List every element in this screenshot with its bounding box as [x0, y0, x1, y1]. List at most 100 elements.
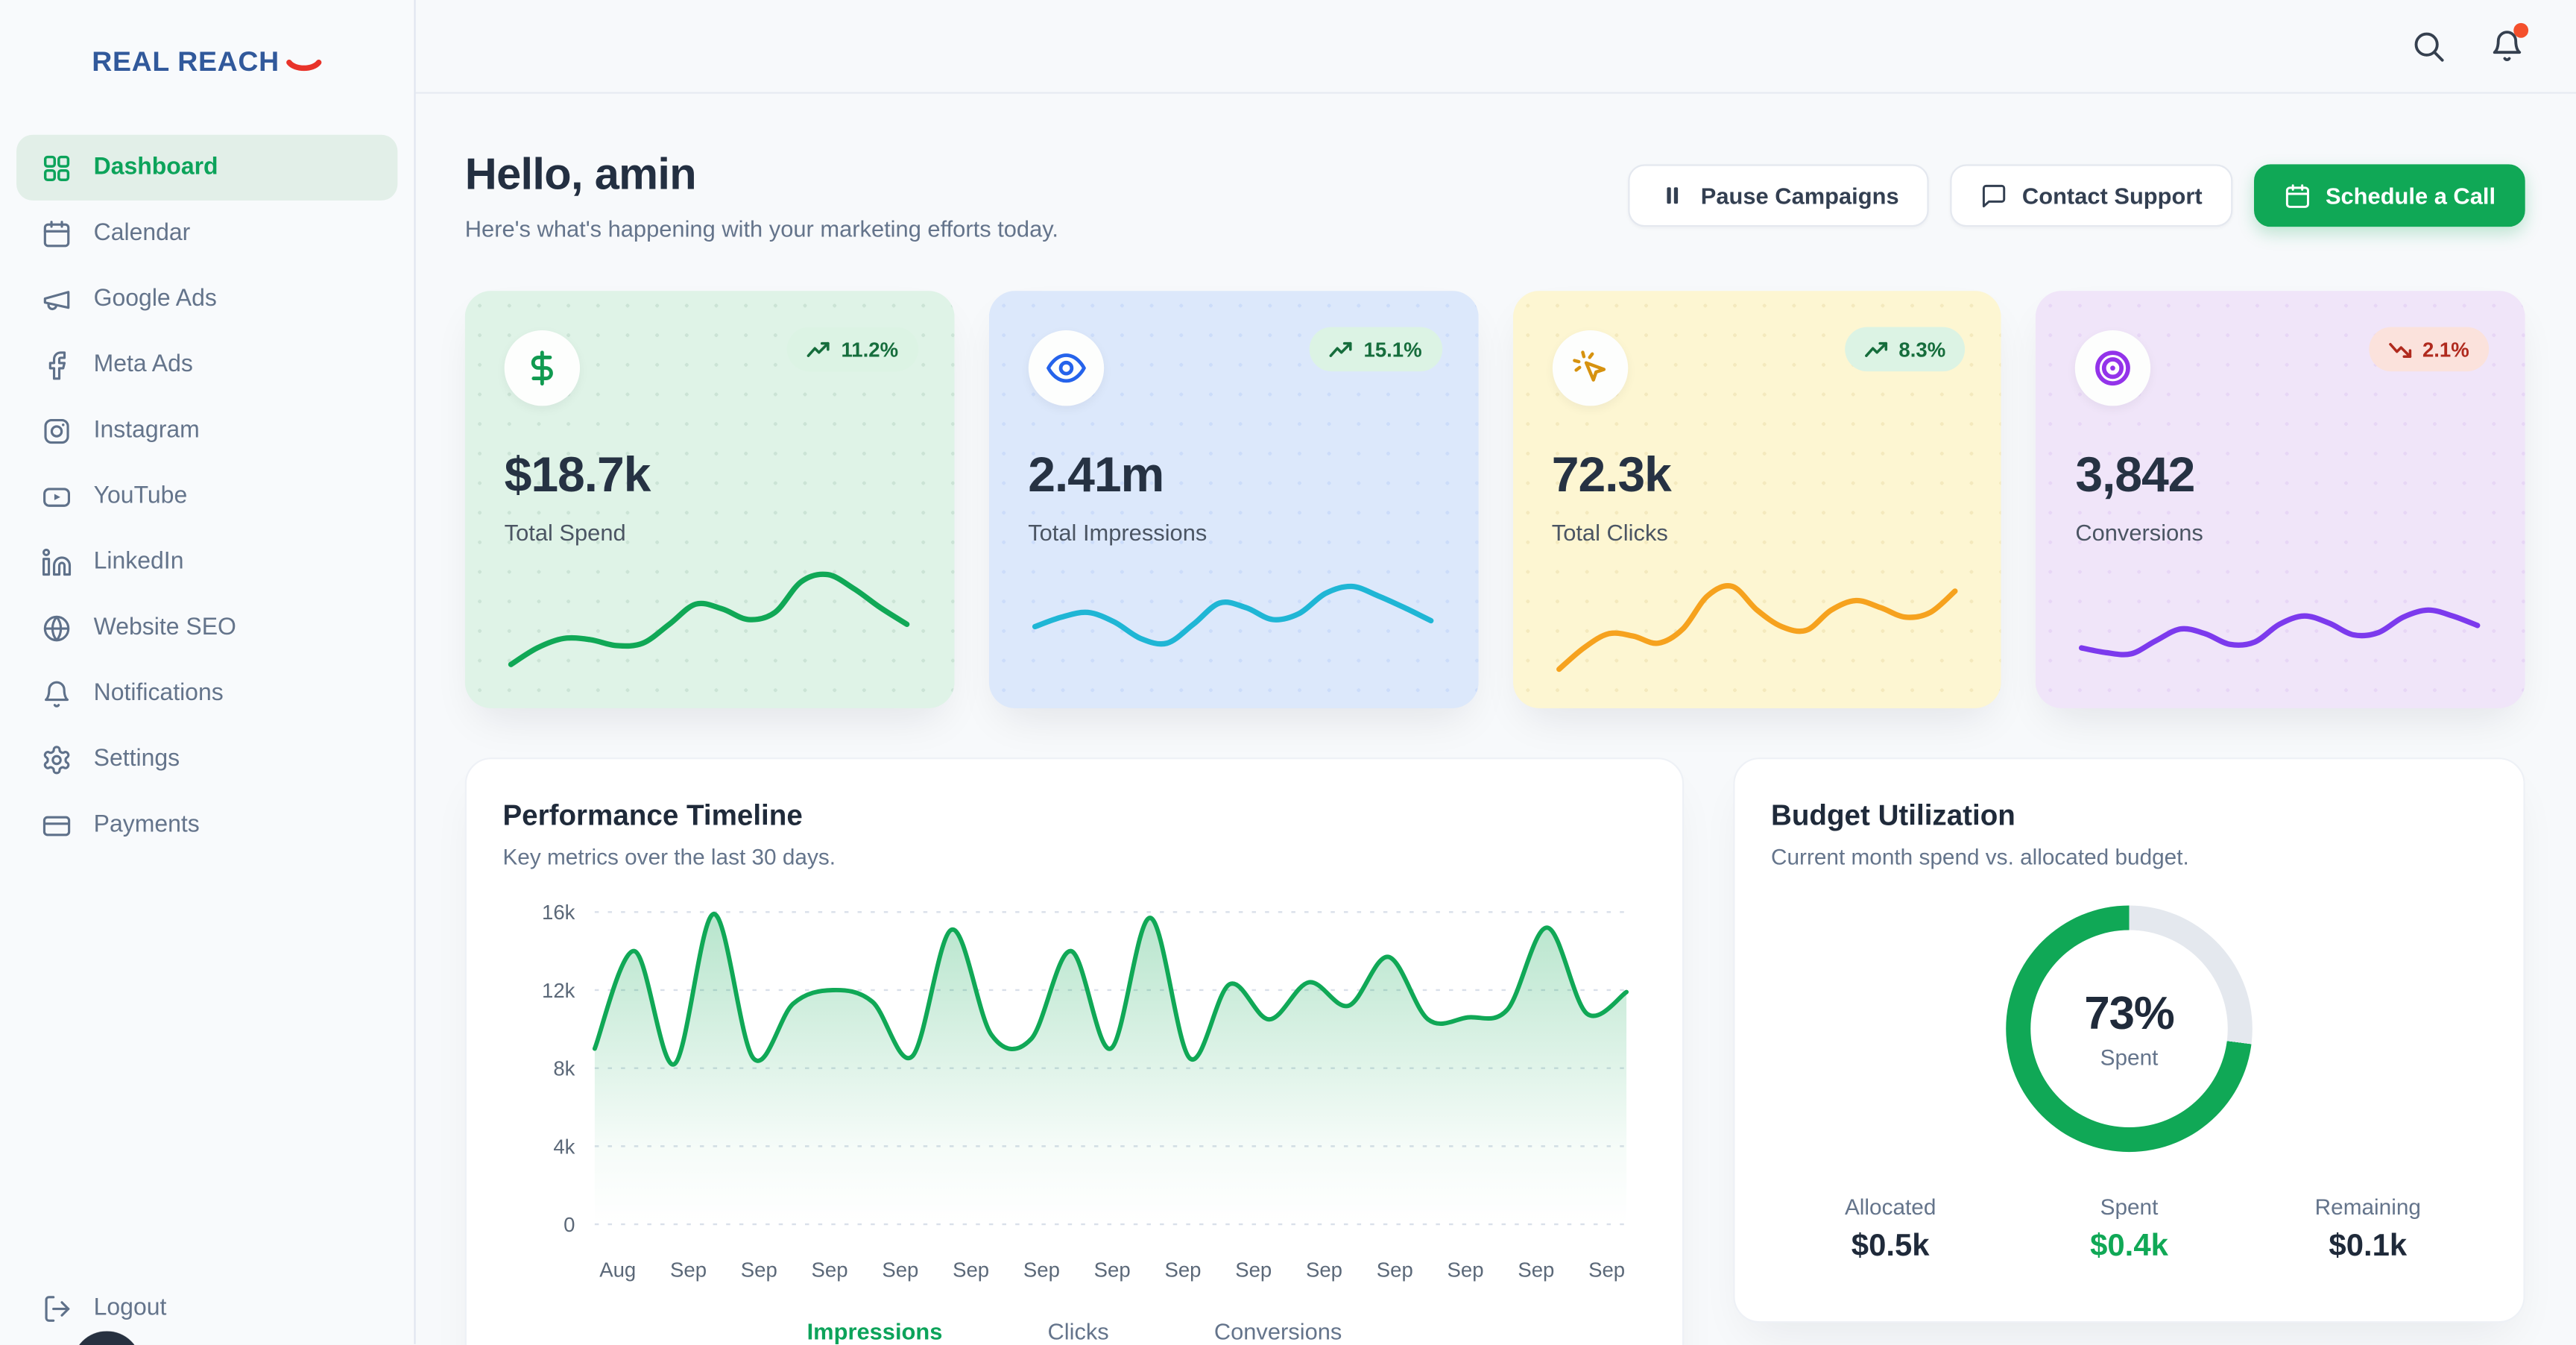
- sidebar-item-settings[interactable]: Settings: [16, 726, 397, 792]
- pause-icon: [1658, 182, 1685, 210]
- x-axis-tick: Sep: [1164, 1259, 1201, 1282]
- sidebar-item-calendar[interactable]: Calendar: [16, 201, 397, 266]
- x-axis-tick: Sep: [741, 1259, 777, 1282]
- sparkline-total-clicks: [1555, 583, 1957, 672]
- trend-value: 11.2%: [841, 337, 899, 361]
- y-axis-tick: 12k: [542, 979, 575, 1002]
- dollar-icon: [504, 330, 581, 406]
- x-axis-tick: Sep: [1306, 1259, 1342, 1282]
- tab-clicks[interactable]: Clicks: [1047, 1317, 1109, 1344]
- budget-stat-value: $0.5k: [1851, 1229, 1930, 1264]
- pause-campaigns-label: Pause Campaigns: [1700, 182, 1899, 209]
- brand-logo: REAL REACH: [0, 0, 414, 128]
- pause-campaigns-button[interactable]: Pause Campaigns: [1628, 164, 1929, 227]
- sidebar-item-dashboard[interactable]: Dashboard: [16, 134, 398, 201]
- sidebar-item-label: Calendar: [93, 220, 191, 247]
- sidebar-item-label: Settings: [93, 746, 180, 772]
- sidebar-item-label: Website SEO: [93, 614, 236, 641]
- unread-badge: [2513, 22, 2529, 38]
- budget-stat-allocated: Allocated $0.5k: [1771, 1194, 2010, 1265]
- sidebar-item-meta-ads[interactable]: Meta Ads: [16, 332, 397, 397]
- stat-card-total-spend[interactable]: 11.2% $18.7k Total Spend: [464, 291, 955, 708]
- sidebar-item-website-seo[interactable]: Website SEO: [16, 595, 397, 661]
- trend-badge: 11.2%: [786, 327, 918, 372]
- sparkline-total-spend: [508, 571, 910, 667]
- sidebar-item-label: Meta Ads: [93, 351, 193, 378]
- schedule-call-button[interactable]: Schedule a Call: [2253, 164, 2525, 227]
- stat-label: Total Impressions: [1028, 519, 1208, 546]
- x-axis-tick: Sep: [812, 1259, 848, 1282]
- tab-impressions[interactable]: Impressions: [806, 1317, 943, 1344]
- stat-value: $18.7k: [504, 448, 651, 503]
- linkedin-icon: [40, 546, 72, 579]
- sidebar: REAL REACH Dashboard Calendar: [0, 0, 416, 1345]
- stat-card-total-clicks[interactable]: 8.3% 72.3k Total Clicks: [1512, 291, 2002, 708]
- stat-card-total-impressions[interactable]: 15.1% 2.41m Total Impressions: [988, 291, 1478, 708]
- sidebar-item-label: LinkedIn: [93, 549, 184, 576]
- trend-badge: 2.1%: [2368, 327, 2490, 372]
- budget-stat-label: Spent: [2100, 1194, 2159, 1220]
- trend-down-icon: [2388, 341, 2411, 357]
- sidebar-item-instagram[interactable]: Instagram: [16, 397, 397, 463]
- topbar: [415, 0, 2576, 94]
- x-axis-tick: Sep: [1094, 1259, 1131, 1282]
- sidebar-item-label: Google Ads: [93, 286, 217, 312]
- gear-icon: [40, 743, 72, 775]
- logout-button[interactable]: Logout: [16, 1275, 397, 1341]
- x-axis-tick: Sep: [1588, 1259, 1625, 1282]
- stat-value: 72.3k: [1551, 448, 1672, 503]
- budget-stat-remaining: Remaining $0.1k: [2249, 1194, 2487, 1265]
- main-content: Hello, amin Here's what's happening with…: [416, 94, 2576, 1345]
- sparkline-total-impressions: [1032, 583, 1433, 647]
- trend-value: 2.1%: [2422, 337, 2469, 361]
- page-title: Hello, amin: [464, 149, 697, 199]
- y-axis-tick: 0: [564, 1213, 575, 1236]
- sidebar-item-linkedin[interactable]: LinkedIn: [16, 529, 397, 595]
- x-axis-tick: Sep: [670, 1259, 707, 1282]
- x-axis-tick: Sep: [1377, 1259, 1413, 1282]
- budget-stat-value: $0.1k: [2329, 1229, 2408, 1264]
- sparkline-conversions: [2079, 607, 2481, 658]
- globe-icon: [40, 611, 72, 644]
- sidebar-item-payments[interactable]: Payments: [16, 792, 397, 857]
- calendar-icon: [2283, 182, 2311, 210]
- budget-stat-value: $0.4k: [2090, 1229, 2168, 1264]
- x-axis-tick: Sep: [1235, 1259, 1272, 1282]
- sidebar-item-label: Payments: [93, 811, 200, 839]
- trend-up-icon: [1329, 341, 1352, 356]
- budget-percent-label: Spent: [2100, 1045, 2159, 1070]
- contact-support-label: Contact Support: [2021, 182, 2203, 209]
- logout-icon: [40, 1291, 72, 1324]
- stat-label: Conversions: [2075, 519, 2203, 546]
- calendar-icon: [40, 217, 72, 250]
- stat-card-conversions[interactable]: 2.1% 3,842 Conversions: [2036, 291, 2525, 708]
- sidebar-item-label: Dashboard: [93, 154, 218, 181]
- x-axis-tick: Aug: [599, 1259, 636, 1282]
- page-subtitle: Here's what's happening with your market…: [464, 215, 1058, 242]
- budget-utilization-panel: Budget Utilization Current month spend v…: [1733, 757, 2525, 1323]
- budget-stats-row: Allocated $0.5k Spent $0.4k Remaining $0…: [1771, 1194, 2487, 1265]
- chat-bubble-icon: [1980, 182, 2007, 210]
- sidebar-item-google-ads[interactable]: Google Ads: [16, 266, 397, 332]
- sidebar-item-label: Notifications: [93, 680, 224, 707]
- sidebar-item-youtube[interactable]: YouTube: [16, 464, 397, 529]
- facebook-icon: [40, 348, 72, 381]
- sidebar-item-notifications[interactable]: Notifications: [16, 661, 397, 726]
- logout-label: Logout: [93, 1294, 167, 1322]
- budget-stat-spent: Spent $0.4k: [2010, 1194, 2248, 1265]
- x-axis-tick: Sep: [1448, 1259, 1484, 1282]
- tab-conversions[interactable]: Conversions: [1213, 1317, 1342, 1344]
- notifications-bell-icon[interactable]: [2489, 22, 2529, 63]
- brand-name: REAL REACH: [92, 45, 280, 78]
- contact-support-button[interactable]: Contact Support: [1949, 164, 2232, 227]
- credit-card-icon: [40, 808, 72, 841]
- trend-value: 8.3%: [1898, 337, 1946, 361]
- y-axis-tick: 4k: [553, 1135, 575, 1158]
- search-icon[interactable]: [2410, 28, 2446, 63]
- stats-row: 11.2% $18.7k Total Spend 15.1% 2.41m Tot…: [464, 291, 2525, 708]
- budget-stat-label: Allocated: [1844, 1194, 1936, 1220]
- performance-timeline-panel: Performance Timeline Key metrics over th…: [464, 757, 1685, 1345]
- stat-label: Total Spend: [504, 519, 626, 546]
- panel-title: Performance Timeline: [502, 799, 803, 832]
- panel-subtitle: Current month spend vs. allocated budget…: [1771, 844, 2189, 869]
